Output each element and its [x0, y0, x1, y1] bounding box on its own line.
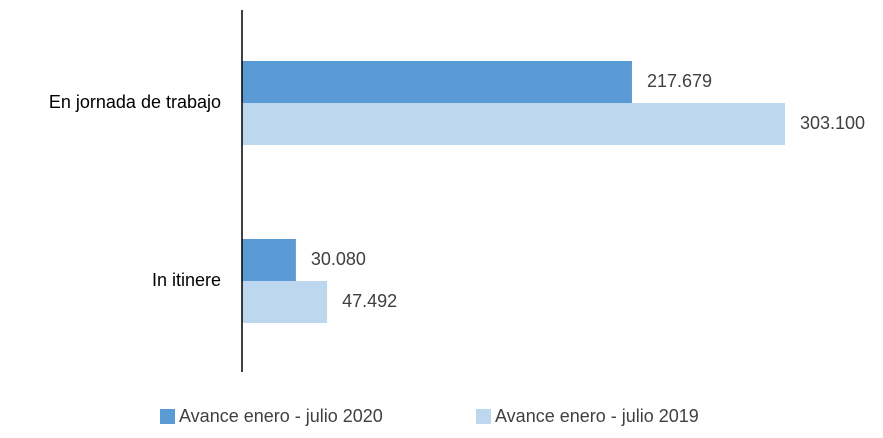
- bar-2019: [242, 103, 785, 145]
- legend-label: Avance enero - julio 2019: [495, 406, 699, 426]
- bar-2020: [242, 239, 296, 281]
- data-label: 303.100: [800, 113, 865, 133]
- category-label: En jornada de trabajo: [49, 92, 221, 112]
- legend-swatch: [476, 409, 491, 424]
- legend-label: Avance enero - julio 2020: [179, 406, 383, 426]
- bar-2020: [242, 61, 632, 103]
- category-label: In itinere: [152, 270, 221, 290]
- data-label: 30.080: [311, 249, 366, 269]
- bar-2019: [242, 281, 328, 323]
- data-label: 47.492: [342, 291, 397, 311]
- data-label: 217.679: [647, 71, 712, 91]
- legend-swatch: [160, 409, 175, 424]
